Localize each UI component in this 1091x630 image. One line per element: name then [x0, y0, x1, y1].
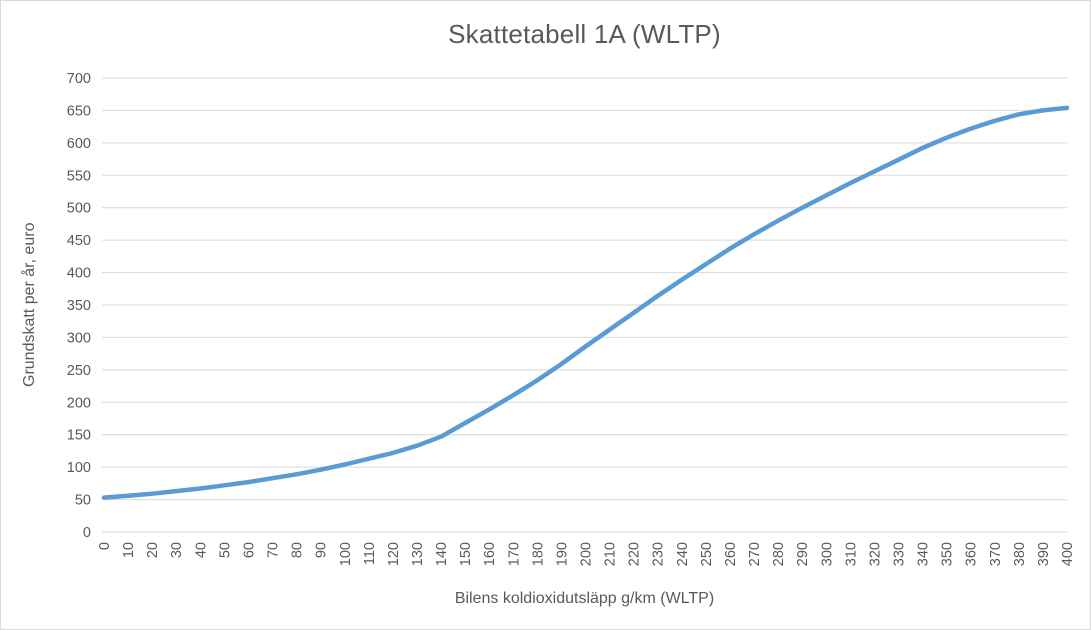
- x-tick-label: 170: [506, 542, 522, 566]
- y-tick-label: 0: [83, 525, 91, 541]
- x-tick-label: 390: [1036, 542, 1052, 566]
- x-tick-label: 350: [940, 542, 956, 566]
- y-tick-label: 50: [75, 493, 91, 509]
- x-tick-label: 150: [458, 542, 474, 566]
- y-tick-label: 100: [67, 460, 91, 476]
- x-tick-label: 0: [97, 542, 113, 550]
- x-tick-label: 250: [699, 542, 715, 566]
- x-tick-label: 360: [964, 542, 980, 566]
- y-tick-label: 700: [67, 71, 91, 87]
- x-tick-label: 130: [410, 542, 426, 566]
- y-tick-label: 250: [67, 363, 91, 379]
- y-tick-label: 450: [67, 233, 91, 249]
- y-tick-label: 350: [67, 298, 91, 314]
- x-tick-label: 190: [554, 542, 570, 566]
- y-tick-label: 200: [67, 395, 91, 411]
- x-tick-label: 330: [891, 542, 907, 566]
- x-tick-label: 180: [530, 542, 546, 566]
- y-tick-label: 300: [67, 330, 91, 346]
- x-tick-label: 310: [843, 542, 859, 566]
- x-tick-label: 70: [266, 542, 282, 558]
- x-tick-label: 230: [651, 542, 667, 566]
- x-tick-label: 370: [988, 542, 1004, 566]
- x-tick-label: 20: [145, 542, 161, 558]
- y-tick-label: 650: [67, 103, 91, 119]
- x-tick-label: 40: [193, 542, 209, 558]
- x-tick-label: 220: [627, 542, 643, 566]
- chart-title: Skattetabell 1A (WLTP): [448, 19, 721, 49]
- y-tick-label: 150: [67, 428, 91, 444]
- y-tick-label: 400: [67, 266, 91, 282]
- x-tick-label: 320: [867, 542, 883, 566]
- x-tick-label: 400: [1060, 542, 1076, 566]
- y-tick-label: 550: [67, 168, 91, 184]
- x-tick-label: 110: [362, 542, 378, 565]
- x-tick-label: 240: [675, 542, 691, 566]
- x-tick-label: 290: [795, 542, 811, 566]
- y-tick-label: 500: [67, 201, 91, 217]
- x-tick-label: 260: [723, 542, 739, 566]
- x-tick-label: 140: [434, 542, 450, 566]
- x-tick-label: 210: [603, 542, 619, 566]
- series-line: [101, 105, 1070, 500]
- x-tick-label: 30: [169, 542, 185, 558]
- x-tick-label: 280: [771, 542, 787, 566]
- x-axis-title: Bilens koldioxidutsläpp g/km (WLTP): [454, 590, 715, 607]
- x-tick-label: 200: [579, 542, 595, 566]
- x-tick-label: 100: [338, 542, 354, 566]
- x-tick-label: 60: [241, 542, 257, 558]
- x-tick-label: 10: [121, 542, 137, 558]
- x-tick-label: 380: [1012, 542, 1028, 566]
- x-tick-label: 300: [819, 542, 835, 566]
- y-tick-label: 600: [67, 136, 91, 152]
- x-tick-label: 160: [482, 542, 498, 566]
- x-tick-label: 270: [747, 542, 763, 566]
- x-tick-label: 120: [386, 542, 402, 566]
- x-tick-label: 340: [916, 542, 932, 566]
- x-tick-label: 80: [290, 542, 306, 558]
- x-tick-label: 90: [314, 542, 330, 558]
- x-tick-label: 50: [217, 542, 233, 558]
